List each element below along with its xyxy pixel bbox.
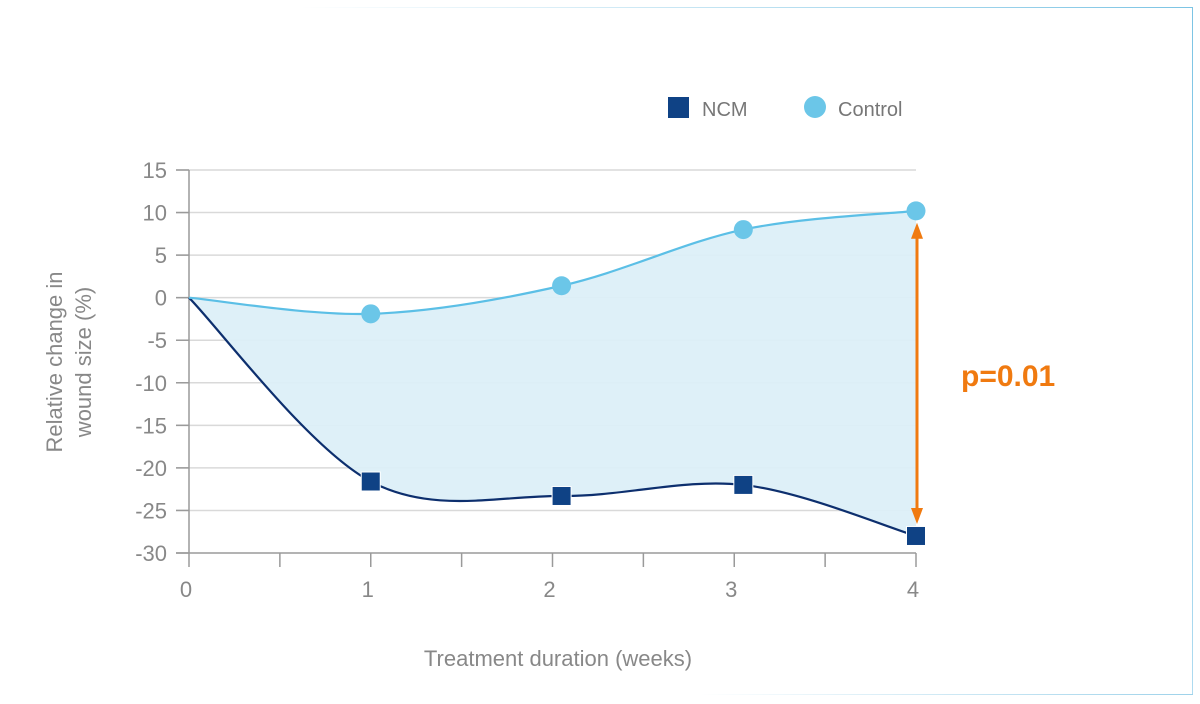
ncm-point (360, 471, 381, 492)
x-tick-label: 3 (725, 577, 737, 602)
frame-border-bottom (700, 694, 1193, 695)
y-tick-label: 15 (143, 158, 167, 183)
y-axis-title-line-2: wound size (%) (71, 287, 96, 438)
arrow-up-icon (911, 222, 923, 239)
y-tick-label: -25 (135, 498, 167, 523)
axes: 15 10 5 0 -5 -10 -15 -20 -25 -30 0 1 2 3 4 (135, 158, 919, 602)
frame-border-top (300, 7, 1193, 8)
control-point (733, 220, 753, 240)
y-tick-label: -30 (135, 541, 167, 566)
legend: NCM Control (668, 96, 902, 121)
ncm-point (906, 525, 926, 546)
x-axis-title: Treatment duration (weeks) (424, 646, 692, 671)
x-tick-label: 1 (362, 577, 374, 602)
y-tick-label: -20 (135, 456, 167, 481)
legend-control-circle-icon (804, 96, 826, 118)
p-value-label: p=0.01 (961, 360, 1055, 393)
y-tick-label: -5 (147, 328, 167, 353)
p-value-annotation: p=0.01 (911, 222, 1055, 525)
fill-between-area (189, 210, 916, 536)
legend-ncm-label: NCM (702, 99, 748, 121)
y-tick-label: -15 (135, 413, 167, 438)
series-markers (360, 201, 926, 546)
x-tick-label: 4 (907, 577, 919, 602)
control-point (906, 201, 926, 221)
x-tick-label: 0 (180, 577, 192, 602)
arrow-down-icon (911, 508, 923, 525)
y-tick-label: -10 (135, 371, 167, 396)
x-tick-label: 2 (543, 577, 555, 602)
y-tick-label: 0 (155, 286, 167, 311)
frame-border-right (1192, 7, 1193, 695)
legend-ncm-square-icon (668, 97, 689, 118)
y-tick-label: 10 (143, 201, 167, 226)
ncm-point (551, 485, 572, 506)
control-point (361, 304, 381, 324)
legend-control-label: Control (838, 99, 902, 121)
y-axis-title-line-1: Relative change in (42, 271, 67, 452)
ncm-point (733, 474, 754, 495)
control-point (552, 276, 572, 296)
y-tick-label: 5 (155, 243, 167, 268)
series-line-ncm (188, 296, 917, 538)
